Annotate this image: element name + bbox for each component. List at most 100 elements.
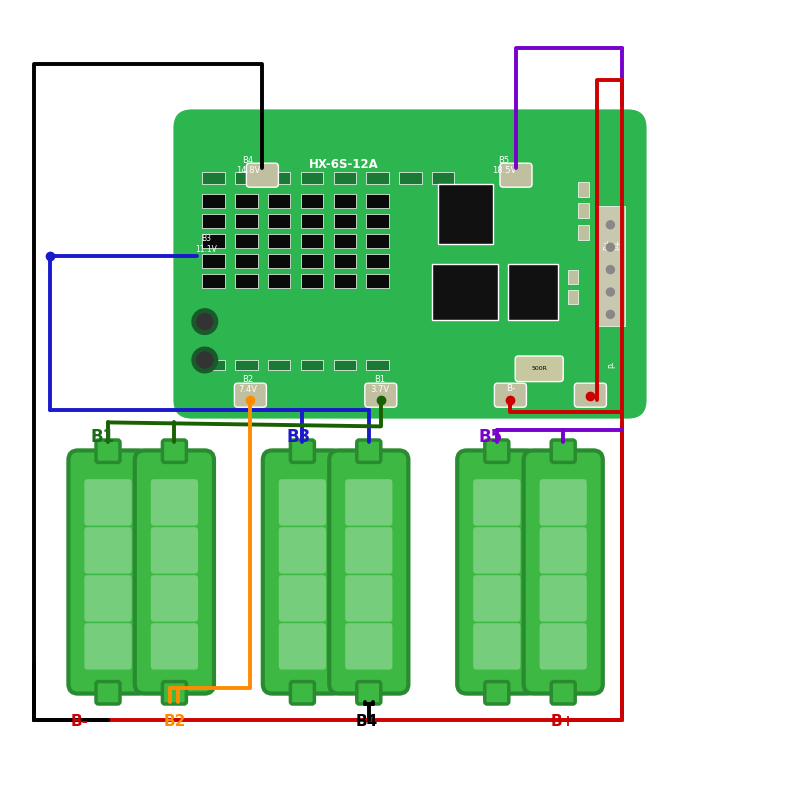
- Text: B5: B5: [478, 429, 502, 446]
- Bar: [578, 182, 589, 197]
- FancyBboxPatch shape: [151, 527, 198, 574]
- Bar: [202, 254, 225, 268]
- FancyBboxPatch shape: [346, 479, 393, 526]
- FancyBboxPatch shape: [96, 440, 120, 462]
- FancyBboxPatch shape: [474, 479, 521, 526]
- FancyBboxPatch shape: [151, 479, 198, 526]
- Bar: [334, 360, 356, 370]
- Text: HX-6S-12A: HX-6S-12A: [309, 158, 379, 170]
- Bar: [301, 194, 323, 208]
- Bar: [334, 194, 356, 208]
- Bar: [301, 274, 323, 288]
- FancyBboxPatch shape: [539, 527, 587, 574]
- Bar: [202, 194, 225, 208]
- Bar: [235, 214, 258, 228]
- Bar: [366, 234, 389, 248]
- FancyBboxPatch shape: [162, 682, 186, 704]
- FancyBboxPatch shape: [85, 575, 131, 622]
- FancyBboxPatch shape: [234, 383, 266, 407]
- Text: 500R: 500R: [531, 366, 547, 371]
- Bar: [235, 254, 258, 268]
- Bar: [301, 254, 323, 268]
- FancyBboxPatch shape: [365, 383, 397, 407]
- Text: B-: B-: [506, 384, 515, 394]
- FancyBboxPatch shape: [151, 623, 198, 670]
- Bar: [334, 214, 356, 228]
- Bar: [596, 206, 625, 326]
- FancyBboxPatch shape: [151, 575, 198, 622]
- Text: B+: B+: [551, 714, 575, 729]
- Bar: [235, 234, 258, 248]
- Text: B1: B1: [90, 429, 114, 446]
- FancyBboxPatch shape: [162, 440, 186, 462]
- FancyBboxPatch shape: [357, 440, 381, 462]
- Text: B-: B-: [71, 714, 89, 729]
- Bar: [366, 254, 389, 268]
- FancyBboxPatch shape: [539, 623, 587, 670]
- Bar: [578, 225, 589, 240]
- FancyBboxPatch shape: [551, 440, 575, 462]
- Bar: [334, 254, 356, 268]
- FancyBboxPatch shape: [574, 383, 606, 407]
- FancyBboxPatch shape: [85, 623, 131, 670]
- FancyBboxPatch shape: [474, 575, 521, 622]
- Circle shape: [197, 352, 213, 368]
- FancyBboxPatch shape: [290, 682, 314, 704]
- Bar: [235, 360, 258, 370]
- Bar: [268, 274, 290, 288]
- Bar: [202, 172, 225, 184]
- FancyBboxPatch shape: [85, 479, 131, 526]
- Circle shape: [192, 347, 218, 373]
- FancyBboxPatch shape: [458, 450, 536, 694]
- Bar: [235, 274, 258, 288]
- Bar: [268, 214, 290, 228]
- Bar: [235, 172, 258, 184]
- Text: B3: B3: [286, 429, 310, 446]
- Bar: [235, 194, 258, 208]
- Text: B4: B4: [355, 714, 378, 729]
- Text: B2: B2: [163, 714, 186, 729]
- Text: B5
18.5V: B5 18.5V: [492, 156, 516, 175]
- FancyBboxPatch shape: [262, 450, 342, 694]
- Circle shape: [606, 266, 614, 274]
- Circle shape: [606, 310, 614, 318]
- FancyBboxPatch shape: [96, 682, 120, 704]
- FancyBboxPatch shape: [494, 383, 526, 407]
- Bar: [268, 254, 290, 268]
- Bar: [432, 264, 498, 320]
- FancyBboxPatch shape: [539, 575, 587, 622]
- Text: B4
14.8V: B4 14.8V: [236, 156, 260, 175]
- Bar: [268, 360, 290, 370]
- Bar: [366, 274, 389, 288]
- FancyBboxPatch shape: [279, 479, 326, 526]
- Bar: [334, 234, 356, 248]
- Text: B1
3.7V: B1 3.7V: [370, 375, 390, 394]
- Bar: [268, 194, 290, 208]
- Bar: [366, 194, 389, 208]
- Bar: [268, 234, 290, 248]
- FancyBboxPatch shape: [172, 108, 648, 420]
- FancyBboxPatch shape: [485, 440, 509, 462]
- FancyBboxPatch shape: [330, 450, 409, 694]
- Circle shape: [606, 288, 614, 296]
- FancyBboxPatch shape: [85, 527, 131, 574]
- FancyBboxPatch shape: [474, 623, 521, 670]
- Circle shape: [606, 243, 614, 251]
- FancyBboxPatch shape: [279, 623, 326, 670]
- Bar: [301, 172, 323, 184]
- Bar: [301, 360, 323, 370]
- Bar: [202, 234, 225, 248]
- Bar: [301, 214, 323, 228]
- FancyBboxPatch shape: [539, 479, 587, 526]
- Bar: [366, 172, 389, 184]
- Text: P-: P-: [608, 360, 618, 368]
- Bar: [568, 290, 578, 304]
- FancyBboxPatch shape: [357, 682, 381, 704]
- FancyBboxPatch shape: [346, 527, 393, 574]
- Text: B+
P+: B+ P+: [603, 238, 622, 250]
- FancyBboxPatch shape: [69, 450, 147, 694]
- Bar: [202, 274, 225, 288]
- FancyBboxPatch shape: [500, 163, 532, 187]
- Bar: [508, 264, 558, 320]
- FancyBboxPatch shape: [474, 527, 521, 574]
